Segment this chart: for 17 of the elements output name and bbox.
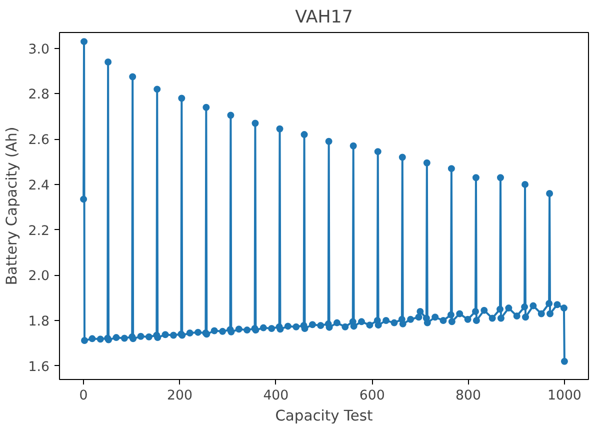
y-tick-label: 1.6 (28, 360, 50, 375)
y-tick-label: 1.8 (28, 314, 50, 330)
x-tick-label: 1000 (547, 388, 582, 404)
x-axis-title: Capacity Test (275, 408, 374, 424)
y-tick-label: 2.8 (28, 88, 50, 103)
x-tick-label: 0 (79, 388, 88, 404)
y-tick-label: 3.0 (28, 42, 50, 58)
x-tick-label: 600 (359, 388, 385, 404)
y-tick-label: 2.0 (28, 269, 50, 284)
y-tick-label: 2.4 (28, 178, 50, 194)
chart-title: VAH17 (295, 8, 353, 28)
x-tick-label: 400 (263, 388, 289, 404)
y-axis-title: Battery Capacity (Ah) (3, 126, 20, 286)
y-tick-label: 2.2 (28, 224, 50, 239)
y-tick-label: 2.6 (28, 133, 50, 148)
x-tick-label: 800 (456, 388, 482, 404)
x-tick-label: 200 (167, 388, 192, 404)
